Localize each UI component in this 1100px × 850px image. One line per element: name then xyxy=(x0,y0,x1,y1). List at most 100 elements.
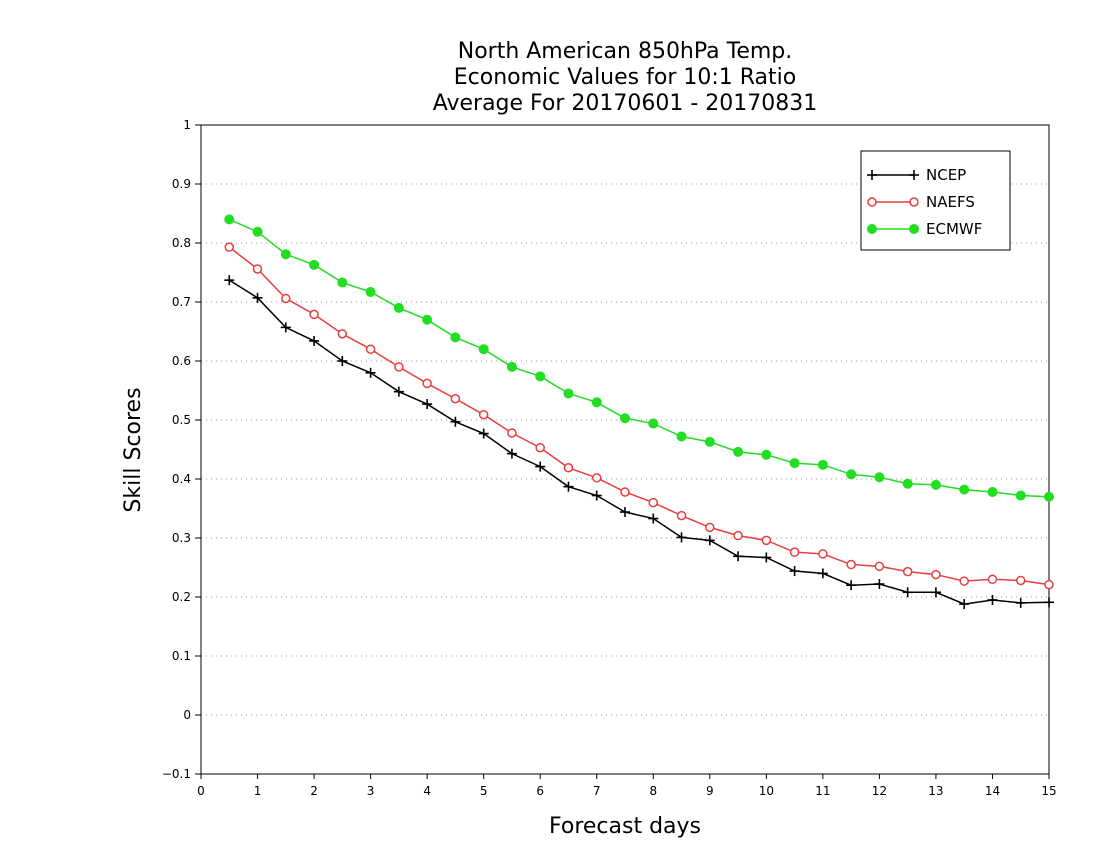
x-tick-label: 5 xyxy=(480,784,488,798)
data-point-naefs xyxy=(676,510,687,521)
y-tick-label: 0.7 xyxy=(172,295,191,309)
data-point-ncep xyxy=(309,335,320,346)
data-point-ecmwf xyxy=(422,314,433,325)
data-point-naefs xyxy=(620,487,630,497)
data-point-naefs xyxy=(1015,575,1026,586)
data-point-ncep xyxy=(478,428,489,439)
x-tick-label: 13 xyxy=(928,784,943,798)
series-line-ecmwf xyxy=(228,218,1050,498)
data-point-naefs xyxy=(846,559,856,570)
y-tick-label: 0 xyxy=(183,708,191,722)
data-point-ncep xyxy=(733,551,744,562)
y-axis-ticks: −0.1 0 0.1 0.2 0.3 0.4 0.5 0.6 0.7 0.8 0.9 1 xyxy=(162,118,201,781)
data-point-ncep xyxy=(761,552,772,563)
data-point-ncep xyxy=(506,448,517,459)
data-point-naefs xyxy=(563,463,574,473)
data-point-ncep xyxy=(535,461,546,472)
x-tick-label: 0 xyxy=(197,784,205,798)
title-line-2: Economic Values for 10:1 Ratio xyxy=(454,65,796,90)
x-tick-label: 2 xyxy=(310,784,318,798)
data-point-ecmwf xyxy=(478,344,489,355)
data-point-ecmwf xyxy=(733,446,744,457)
data-point-ecmwf xyxy=(506,361,517,372)
legend-marker-naefs xyxy=(909,197,919,207)
y-tick-label: 1 xyxy=(183,118,191,132)
data-point-ecmwf xyxy=(393,302,404,313)
legend-box xyxy=(860,150,1011,251)
data-point-naefs xyxy=(648,497,659,508)
legend-marker-ecmwf xyxy=(909,224,919,234)
legend-label-naefs: NAEFS xyxy=(926,193,975,211)
y-tick-label: −0.1 xyxy=(162,767,191,781)
data-point-ncep xyxy=(846,580,857,591)
data-point-ecmwf xyxy=(591,397,602,408)
data-point-ncep xyxy=(987,594,998,605)
data-point-naefs xyxy=(337,329,348,339)
data-point-ecmwf xyxy=(309,259,320,270)
data-point-ecmwf xyxy=(224,214,235,225)
data-point-ecmwf xyxy=(280,249,291,260)
data-point-naefs xyxy=(591,473,602,483)
data-point-ncep xyxy=(874,579,885,590)
data-point-naefs xyxy=(1044,579,1054,590)
data-point-naefs xyxy=(281,293,291,304)
x-tick-label: 8 xyxy=(649,784,657,798)
chart-title: North American 850hPa Temp. Economic Val… xyxy=(433,39,818,116)
data-point-ncep xyxy=(252,292,263,303)
data-point-naefs xyxy=(931,569,941,580)
legend-marker-ncep xyxy=(867,170,877,180)
x-tick-label: 14 xyxy=(985,784,1000,798)
y-tick-label: 0.2 xyxy=(172,590,191,604)
data-point-ncep xyxy=(422,399,433,410)
data-point-naefs xyxy=(309,309,319,320)
legend: NCEP NAEFS ECMWF xyxy=(860,150,1011,251)
data-point-ecmwf xyxy=(1015,490,1026,501)
data-point-naefs xyxy=(902,566,913,577)
x-tick-label: 7 xyxy=(593,784,601,798)
x-tick-label: 12 xyxy=(872,784,887,798)
x-tick-label: 3 xyxy=(367,784,375,798)
data-point-ecmwf xyxy=(1044,491,1054,502)
x-tick-label: 4 xyxy=(423,784,431,798)
legend-marker-ecmwf xyxy=(867,224,877,234)
series-ecmwf xyxy=(224,214,1054,502)
data-point-ncep xyxy=(393,386,404,397)
title-line-1: North American 850hPa Temp. xyxy=(458,39,793,64)
data-point-ncep xyxy=(817,568,828,579)
data-point-ncep xyxy=(365,367,376,378)
y-tick-label: 0.3 xyxy=(172,531,191,545)
data-point-ecmwf xyxy=(563,388,574,399)
legend-item-ncep: NCEP xyxy=(867,166,966,184)
x-tick-label: 6 xyxy=(536,784,544,798)
data-point-naefs xyxy=(394,362,404,372)
data-point-naefs xyxy=(252,264,263,274)
series xyxy=(224,214,1054,610)
x-axis-ticks: 0 1 2 3 4 5 6 7 8 9 10 11 12 13 14 15 xyxy=(197,774,1057,798)
data-point-naefs xyxy=(478,409,489,420)
data-point-ecmwf xyxy=(761,449,772,460)
y-tick-label: 0.8 xyxy=(172,236,191,250)
y-tick-label: 0.5 xyxy=(172,413,191,427)
title-line-3: Average For 20170601 - 20170831 xyxy=(433,91,818,116)
data-point-ecmwf xyxy=(789,458,800,469)
data-point-ncep xyxy=(1044,597,1054,608)
data-point-ecmwf xyxy=(535,371,546,382)
series-naefs xyxy=(224,242,1054,590)
data-point-ncep xyxy=(337,356,348,366)
data-point-ncep xyxy=(789,566,800,577)
data-point-ncep xyxy=(563,481,574,492)
data-point-naefs xyxy=(789,547,800,557)
data-point-ecmwf xyxy=(930,479,941,490)
y-axis-label: Skill Scores xyxy=(121,387,146,512)
y-tick-label: 0.6 xyxy=(172,354,191,368)
data-point-ncep xyxy=(1015,597,1026,608)
plot-frame xyxy=(200,124,1050,775)
legend-label-ecmwf: ECMWF xyxy=(926,220,982,238)
x-tick-label: 10 xyxy=(759,784,774,798)
data-point-naefs xyxy=(733,530,743,541)
data-point-ncep xyxy=(280,322,291,333)
data-point-ncep xyxy=(959,599,970,610)
legend-label-ncep: NCEP xyxy=(926,166,966,184)
data-point-naefs xyxy=(761,535,772,546)
legend-item-ecmwf: ECMWF xyxy=(867,220,982,238)
